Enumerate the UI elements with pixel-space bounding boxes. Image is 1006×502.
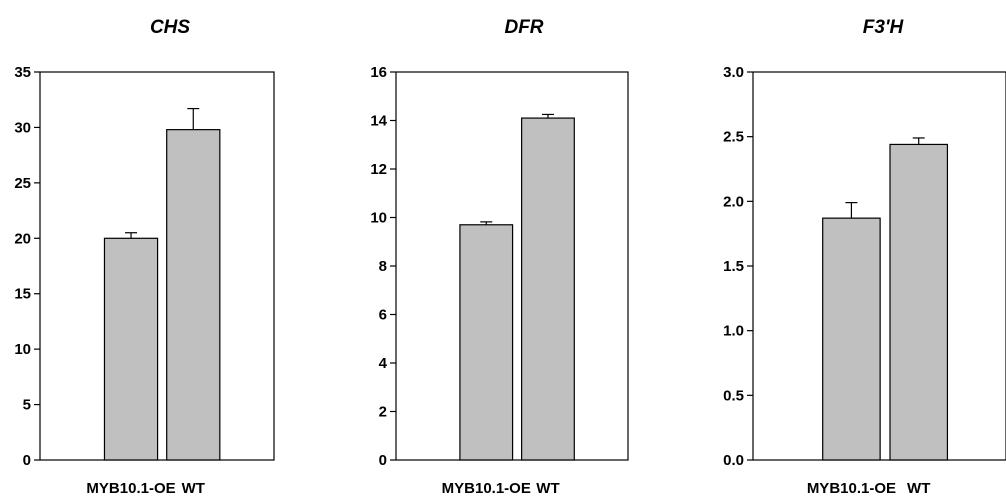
category-label: WT (907, 480, 930, 497)
y-tick-label: 20 (14, 230, 31, 247)
y-tick-label: 1.0 (723, 323, 744, 340)
y-tick-label: 2 (379, 404, 387, 421)
bar-wt (166, 129, 221, 461)
y-tick-label: 0.0 (723, 452, 744, 469)
bar-wt (889, 143, 949, 461)
chart-panel-2: F3'H 0.0 0.5 1.0 1.5 2.0 2.5 3.0 MYB10.1-OE WT (723, 17, 1006, 497)
y-tick-label: 0.5 (723, 387, 744, 404)
y-tick-label: 6 (379, 307, 387, 324)
category-label: MYB10.1-OE (86, 480, 175, 497)
y-tick-label: 0 (23, 452, 31, 469)
chart-title: CHS (150, 17, 190, 38)
category-label: WT (536, 480, 559, 497)
y-tick-label: 0 (379, 452, 387, 469)
y-tick-label: 5 (23, 397, 31, 414)
chart-panel-1: DFR 0 2 4 6 8 10 12 14 16 MYB10.1-OE WT (370, 17, 629, 497)
y-tick-label: 2.0 (723, 193, 744, 210)
category-label: WT (182, 480, 205, 497)
y-tick-label: 10 (370, 210, 387, 227)
y-tick-label: 25 (14, 175, 31, 192)
y-tick-label: 2.5 (723, 129, 744, 146)
y-tick-label: 14 (370, 113, 387, 130)
chart-title: F3'H (863, 17, 905, 38)
bar-myb10-1-oe (822, 217, 881, 461)
y-tick-label: 8 (379, 258, 387, 275)
bar-wt (521, 117, 575, 461)
bar-myb10-1-oe (459, 224, 514, 461)
chart-panel-0: CHS 0 5 10 15 20 25 30 35 MYB10.1-OE WT (14, 17, 275, 497)
category-label: MYB10.1-OE (442, 480, 531, 497)
y-tick-label: 16 (370, 64, 387, 81)
y-tick-label: 30 (14, 119, 31, 136)
category-label: MYB10.1-OE (807, 480, 896, 497)
y-tick-label: 35 (14, 64, 31, 81)
chart-title: DFR (504, 17, 543, 38)
y-tick-label: 3.0 (723, 64, 744, 81)
y-tick-label: 15 (14, 286, 31, 303)
bar-myb10-1-oe (103, 237, 159, 461)
y-tick-label: 4 (379, 355, 388, 372)
y-tick-label: 10 (14, 341, 31, 358)
y-tick-label: 1.5 (723, 258, 744, 275)
y-tick-label: 12 (370, 161, 387, 178)
